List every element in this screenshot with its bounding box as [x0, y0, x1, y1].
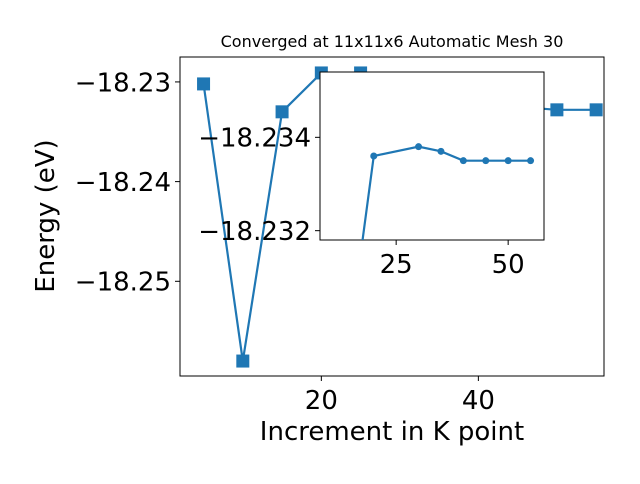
data-point-marker [415, 143, 423, 151]
data-point-marker [275, 105, 289, 119]
y-tick-label: −18.23 [75, 68, 171, 98]
main-axes-frame [179, 56, 605, 377]
y-tick-label: −18.24 [75, 168, 171, 198]
x-tick-label: 25 [380, 250, 413, 280]
x-axis-label: Increment in K point [260, 417, 524, 447]
data-point-marker [459, 157, 467, 165]
series-line [361, 145, 531, 240]
data-point-marker [504, 157, 512, 165]
y-tick-label: −18.25 [75, 268, 171, 298]
data-point-marker [370, 152, 378, 160]
inset-axis-ticks: 25 50 −18.234 −18.232 [198, 124, 524, 280]
data-point-marker [482, 157, 490, 165]
data-point-marker [348, 321, 355, 328]
inset-chart: 25 50 −18.234 −18.232 [198, 71, 545, 328]
data-point-marker [527, 157, 535, 165]
y-axis-label: Energy (eV) [31, 139, 61, 292]
data-point-marker [589, 103, 603, 117]
x-tick-label: 40 [462, 386, 495, 416]
chart-title: Converged at 11x11x6 Automatic Mesh 30 [221, 32, 564, 51]
series-clip-group [348, 143, 535, 328]
data-point-marker [197, 77, 211, 91]
data-point-marker [550, 103, 564, 117]
x-tick-label: 20 [305, 386, 338, 416]
inset-axes-frame [319, 71, 545, 241]
data-point-marker [437, 147, 445, 155]
main-axis-ticks: 20 40 −18.25 −18.24 −18.23 [75, 68, 495, 416]
data-point-marker [236, 354, 250, 368]
y-tick-label: −18.234 [198, 124, 311, 154]
inset-series-group [348, 143, 535, 328]
x-tick-label: 50 [492, 250, 525, 280]
y-tick-label: −18.232 [198, 217, 311, 247]
